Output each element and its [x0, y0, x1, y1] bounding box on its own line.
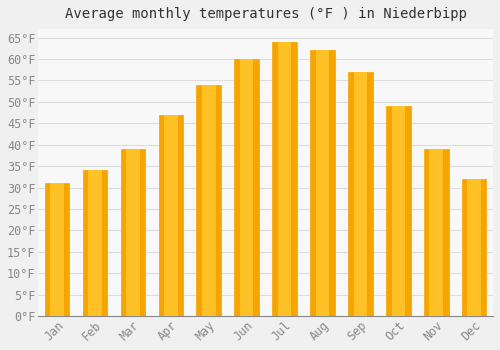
Bar [348, 72, 372, 316]
Bar [392, 106, 405, 316]
Bar [386, 106, 410, 316]
Bar [88, 170, 102, 316]
Bar [424, 149, 448, 316]
Bar [468, 179, 481, 316]
Bar [354, 72, 367, 316]
Title: Average monthly temperatures (°F ) in Niederbipp: Average monthly temperatures (°F ) in Ni… [64, 7, 466, 21]
Bar [272, 42, 297, 316]
Bar [120, 149, 146, 316]
Bar [278, 42, 291, 316]
Bar [240, 59, 254, 316]
Bar [310, 50, 335, 316]
Bar [202, 85, 215, 316]
Bar [164, 115, 177, 316]
Bar [126, 149, 140, 316]
Bar [83, 170, 108, 316]
Bar [45, 183, 70, 316]
Bar [462, 179, 486, 316]
Bar [316, 50, 330, 316]
Bar [196, 85, 221, 316]
Bar [50, 183, 64, 316]
Bar [430, 149, 443, 316]
Bar [234, 59, 259, 316]
Bar [158, 115, 183, 316]
